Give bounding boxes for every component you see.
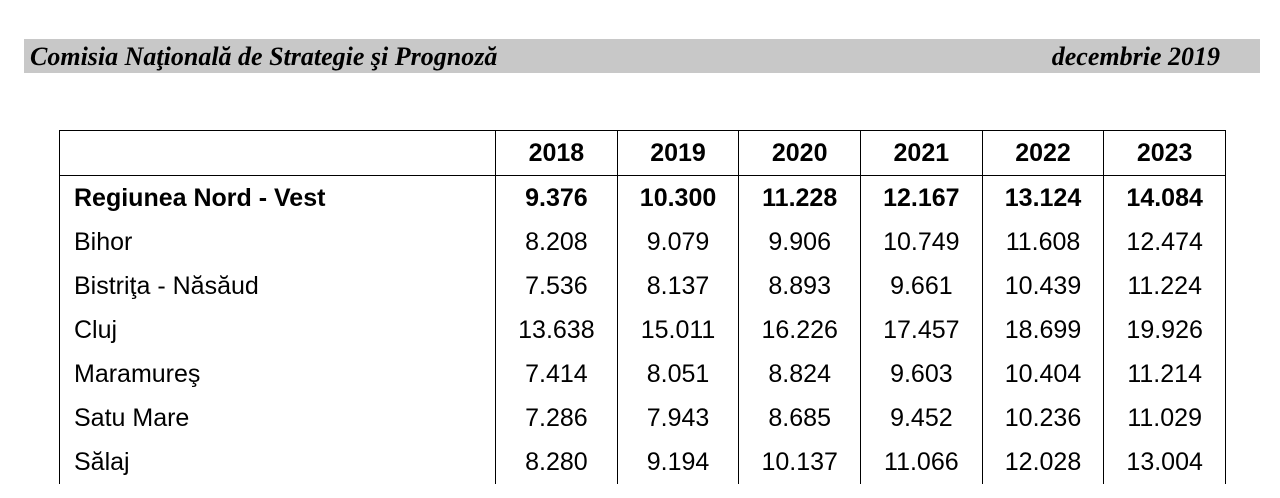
column-header-2022: 2022 xyxy=(981,130,1105,176)
cell-value: 11.066 xyxy=(860,440,983,484)
table-row: Bistriţa - Năsăud 7.536 8.137 8.893 9.66… xyxy=(58,264,1226,308)
organization-name: Comisia Naţională de Strategie şi Progno… xyxy=(30,42,498,71)
cell-value: 10.137 xyxy=(738,440,862,484)
column-header-2019: 2019 xyxy=(616,130,740,176)
cell-value: 11.228 xyxy=(738,175,862,220)
cell-value: 9.079 xyxy=(616,220,740,264)
cell-value: 19.926 xyxy=(1103,308,1226,352)
cell-value: 17.457 xyxy=(860,308,983,352)
table-row: Bihor 8.208 9.079 9.906 10.749 11.608 12… xyxy=(58,220,1226,264)
cell-value: 18.699 xyxy=(981,308,1105,352)
cell-value: 8.137 xyxy=(616,264,740,308)
cell-value: 8.824 xyxy=(738,352,862,396)
cell-value: 9.661 xyxy=(860,264,983,308)
cell-value: 7.414 xyxy=(495,352,618,396)
cell-value: 8.051 xyxy=(616,352,740,396)
cell-value: 12.028 xyxy=(981,440,1105,484)
cell-value: 10.300 xyxy=(616,175,740,220)
cell-value: 8.893 xyxy=(738,264,862,308)
cell-value: 12.167 xyxy=(860,175,983,220)
column-header-2018: 2018 xyxy=(495,130,618,176)
cell-value: 10.439 xyxy=(981,264,1105,308)
cell-value: 10.749 xyxy=(860,220,983,264)
cell-value: 9.194 xyxy=(616,440,740,484)
cell-value: 13.638 xyxy=(495,308,618,352)
column-header-2021: 2021 xyxy=(860,130,983,176)
table-row: Maramureş 7.414 8.051 8.824 9.603 10.404… xyxy=(58,352,1226,396)
cell-value: 8.685 xyxy=(738,396,862,440)
cell-value: 9.452 xyxy=(860,396,983,440)
column-header-name xyxy=(58,130,497,176)
row-label: Bihor xyxy=(58,220,497,264)
cell-value: 7.536 xyxy=(495,264,618,308)
cell-value: 7.943 xyxy=(616,396,740,440)
cell-value: 11.029 xyxy=(1103,396,1226,440)
document-header: Comisia Naţională de Strategie şi Progno… xyxy=(24,39,1260,73)
cell-value: 11.214 xyxy=(1103,352,1226,396)
row-label: Sălaj xyxy=(58,440,497,484)
cell-value: 11.224 xyxy=(1103,264,1226,308)
cell-value: 8.208 xyxy=(495,220,618,264)
table-row: Sălaj 8.280 9.194 10.137 11.066 12.028 1… xyxy=(58,440,1226,484)
cell-value: 15.011 xyxy=(616,308,740,352)
column-header-2020: 2020 xyxy=(738,130,862,176)
cell-value: 9.906 xyxy=(738,220,862,264)
cell-value: 11.608 xyxy=(981,220,1105,264)
cell-value: 9.376 xyxy=(495,175,618,220)
cell-value: 14.084 xyxy=(1103,175,1226,220)
row-label: Regiunea Nord - Vest xyxy=(58,175,497,220)
cell-value: 16.226 xyxy=(738,308,862,352)
column-header-2023: 2023 xyxy=(1103,130,1226,176)
table-header-row: 2018 2019 2020 2021 2022 2023 xyxy=(58,130,1226,176)
cell-value: 10.404 xyxy=(981,352,1105,396)
cell-value: 10.236 xyxy=(981,396,1105,440)
row-label: Maramureş xyxy=(58,352,497,396)
document-date: decembrie 2019 xyxy=(1051,42,1220,71)
table-row: Satu Mare 7.286 7.943 8.685 9.452 10.236… xyxy=(58,396,1226,440)
table-row-region-total: Regiunea Nord - Vest 9.376 10.300 11.228… xyxy=(58,175,1226,220)
row-label: Cluj xyxy=(58,308,497,352)
cell-value: 13.124 xyxy=(981,175,1105,220)
row-label: Bistriţa - Năsăud xyxy=(58,264,497,308)
table-row: Cluj 13.638 15.011 16.226 17.457 18.699 … xyxy=(58,308,1226,352)
cell-value: 8.280 xyxy=(495,440,618,484)
cell-value: 12.474 xyxy=(1103,220,1226,264)
cell-value: 9.603 xyxy=(860,352,983,396)
regional-data-table: 2018 2019 2020 2021 2022 2023 Regiunea N… xyxy=(58,130,1226,484)
row-label: Satu Mare xyxy=(58,396,497,440)
cell-value: 7.286 xyxy=(495,396,618,440)
cell-value: 13.004 xyxy=(1103,440,1226,484)
